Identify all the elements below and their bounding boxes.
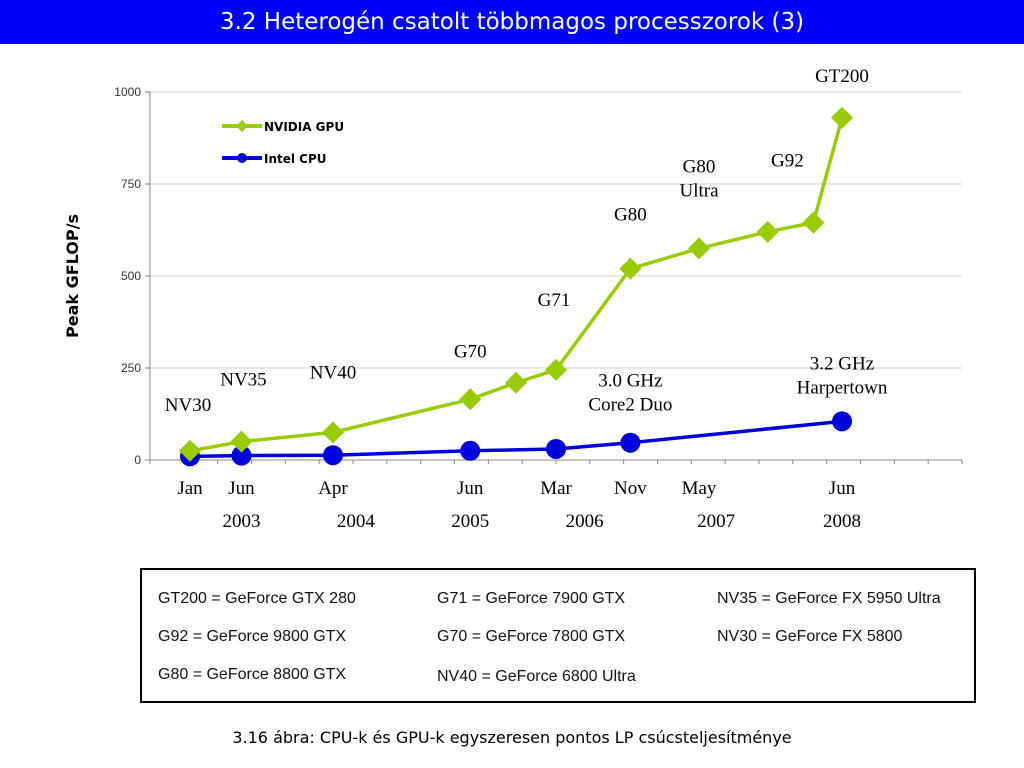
- nvidia-gpu-point: [688, 237, 711, 260]
- y-tick-label: 250: [121, 361, 141, 375]
- legend-cpu-marker: [237, 153, 247, 163]
- definition-g71: G71 = GeForce 7900 GTX: [437, 590, 626, 607]
- definition-nv30: NV30 = GeForce FX 5800: [717, 628, 903, 645]
- nvidia-gpu-point: [321, 421, 344, 444]
- annotation-label: NV30: [165, 395, 211, 416]
- legend-gpu-label: NVIDIA GPU: [264, 120, 344, 134]
- nvidia-gpu-point: [505, 371, 527, 394]
- year-label: 2008: [823, 511, 861, 532]
- x-tick-label: Nov: [614, 478, 647, 499]
- definition-nv40: NV40 = GeForce 6800 Ultra: [437, 668, 636, 685]
- year-label: 2003: [222, 511, 260, 532]
- intel-cpu-point: [322, 445, 343, 466]
- annotation-label: NV40: [310, 362, 356, 383]
- x-tick-label: Jan: [177, 478, 203, 499]
- annotation-line: G80: [683, 156, 716, 177]
- figure-caption: 3.16 ábra: CPU-k és GPU-k egyszeresen po…: [232, 728, 792, 747]
- legend-cpu-label: Intel CPU: [264, 152, 327, 166]
- definition-nv35: NV35 = GeForce FX 5950 Ultra: [717, 590, 941, 607]
- x-tick-label: Jun: [228, 478, 255, 499]
- intel-cpu-point: [832, 411, 852, 432]
- nvidia-gpu-point: [179, 439, 201, 462]
- annotation-line: Core2 Duo: [588, 395, 672, 416]
- definition-g70: G70 = GeForce 7800 GTX: [437, 628, 626, 645]
- annotation-label: GT200: [815, 66, 869, 87]
- x-tick-label: Jun: [829, 478, 856, 499]
- y-tick-label: 0: [134, 453, 141, 467]
- intel-cpu-point: [546, 438, 567, 459]
- slide-title: 3.2 Heterogén csatolt többmagos processz…: [0, 0, 1024, 44]
- annotation-label: 3.2 GHz Harpertown: [797, 353, 888, 398]
- annotation-line: 3.0 GHz: [598, 371, 662, 392]
- definition-gt200: GT200 = GeForce GTX 280: [158, 590, 356, 607]
- annotation-line: 3.2 GHz: [810, 353, 874, 374]
- peak-gflops-chart: 0 250 500 750 1000 Peak GFLOP/s Jan Jun Apr Jun Ma…: [63, 66, 963, 532]
- year-label: 2006: [566, 511, 604, 532]
- annotation-label: G71: [538, 290, 571, 311]
- y-tick-label: 750: [121, 177, 141, 191]
- legend-gpu-marker: [236, 120, 248, 132]
- model-definitions-box: GT200 = GeForce GTX 280 G71 = GeForce 79…: [140, 568, 976, 703]
- x-tick-label: Mar: [540, 478, 572, 499]
- nvidia-gpu-point: [545, 358, 568, 381]
- x-tick-label: Jun: [457, 478, 484, 499]
- nvidia-gpu-point: [756, 220, 779, 243]
- annotation-line: Ultra: [679, 180, 719, 201]
- year-label: 2005: [451, 511, 489, 532]
- x-tick-label: Apr: [318, 478, 348, 499]
- nvidia-gpu-point: [831, 106, 853, 129]
- y-tick-label: 1000: [114, 85, 141, 99]
- nvidia-gpu-point: [230, 430, 253, 453]
- intel-cpu-point: [460, 440, 481, 461]
- year-label: 2004: [337, 511, 376, 532]
- intel-cpu-line: [189, 419, 843, 459]
- intel-cpu-point: [620, 432, 641, 453]
- annotation-line: Harpertown: [797, 377, 888, 398]
- annotation-label: G80 Ultra: [679, 156, 719, 201]
- y-tick-label: 500: [121, 269, 141, 283]
- annotation-label: NV35: [220, 370, 266, 391]
- year-label: 2007: [697, 511, 735, 532]
- definition-g80: G80 = GeForce 8800 GTX: [158, 666, 347, 683]
- x-tick-label: May: [682, 478, 717, 499]
- nvidia-gpu-point: [619, 257, 642, 280]
- annotation-label: G92: [771, 151, 804, 172]
- intel-cpu-point: [231, 445, 252, 466]
- nvidia-gpu-point: [802, 211, 825, 234]
- annotation-label: G80: [614, 205, 647, 226]
- definition-g92: G92 = GeForce 9800 GTX: [158, 628, 347, 645]
- y-axis-label: Peak GFLOP/s: [63, 214, 82, 338]
- annotation-label: G70: [454, 341, 487, 362]
- annotation-label: 3.0 GHz Core2 Duo: [588, 371, 672, 416]
- nvidia-gpu-line: [189, 117, 844, 453]
- nvidia-gpu-point: [459, 388, 482, 411]
